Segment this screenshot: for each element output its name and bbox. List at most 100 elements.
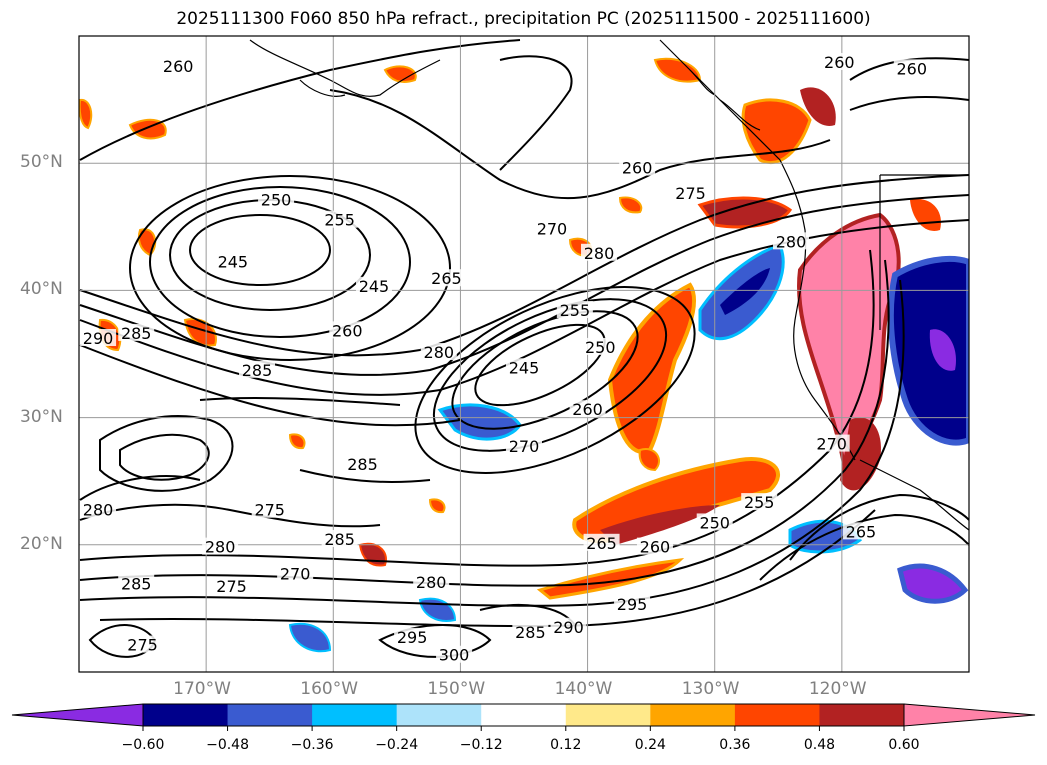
precipitation-shading bbox=[79, 57, 969, 653]
coastlines bbox=[249, 39, 969, 531]
contour-label-bg bbox=[893, 59, 930, 77]
contour-label-bg bbox=[251, 500, 288, 518]
contour-label-bg bbox=[512, 622, 549, 640]
contour-label: 255 bbox=[560, 301, 591, 320]
colorbar-segment bbox=[143, 704, 229, 726]
contour-label: 275 bbox=[127, 636, 158, 655]
contour-label: 285 bbox=[242, 361, 273, 380]
contour-label-bg bbox=[321, 210, 358, 228]
contour-label: 260 bbox=[622, 159, 653, 178]
contour-label-bg bbox=[80, 500, 117, 518]
contour-label-bg bbox=[773, 232, 809, 250]
contour-label-bg bbox=[506, 358, 542, 376]
colorbar-segment bbox=[312, 704, 398, 726]
contour-label: 285 bbox=[324, 530, 355, 549]
latitude-tick-label: 20°N bbox=[20, 533, 63, 554]
contour-label: 280 bbox=[776, 232, 807, 251]
contour-label: 275 bbox=[254, 501, 285, 520]
contour-label: 260 bbox=[897, 59, 928, 78]
longitude-tick-label: 120°W bbox=[808, 679, 867, 699]
contour-label: 270 bbox=[537, 220, 568, 239]
contour-label-bg bbox=[355, 276, 392, 294]
contour-label-bg bbox=[80, 329, 117, 347]
contour-label: 260 bbox=[640, 538, 671, 557]
contour-label: 270 bbox=[816, 435, 847, 454]
contour-label: 295 bbox=[397, 628, 428, 647]
colorbar-segment bbox=[650, 704, 736, 726]
colorbar-tick-label: −0.48 bbox=[206, 737, 249, 753]
contour-label: 270 bbox=[509, 437, 540, 456]
contour-label-bg bbox=[619, 158, 656, 176]
map-title: 2025111300 F060 850 hPa refract., precip… bbox=[176, 9, 871, 29]
colorbar-segment bbox=[396, 704, 482, 726]
colorbar-tick-label: −0.24 bbox=[375, 737, 419, 753]
longitude-tick-label: 170°W bbox=[173, 679, 231, 699]
contour-label-bg bbox=[636, 537, 673, 555]
contour-label-bg bbox=[436, 645, 473, 663]
contour-label: 265 bbox=[586, 534, 617, 553]
contour-label-bg bbox=[582, 337, 619, 355]
colorbar-segment bbox=[819, 704, 905, 726]
contour-label-bg bbox=[118, 323, 155, 341]
contour-label-bg bbox=[550, 617, 587, 635]
contour-label-bg bbox=[344, 454, 381, 472]
contour-label: 280 bbox=[83, 501, 114, 520]
colorbar-tick-label: −0.60 bbox=[121, 737, 165, 753]
contour-label: 265 bbox=[846, 522, 877, 541]
contour-label-bg bbox=[321, 529, 358, 547]
contour-label-bg bbox=[214, 252, 251, 270]
contour-label: 295 bbox=[617, 595, 648, 614]
colorbar-segment bbox=[227, 704, 313, 726]
colorbar-tick-label: 0.24 bbox=[634, 737, 666, 753]
contour-label: 250 bbox=[585, 338, 616, 357]
contour-label-bg bbox=[581, 243, 618, 261]
contour-label-bg bbox=[239, 360, 275, 378]
contour-label: 290 bbox=[553, 618, 584, 637]
contour-label-bg bbox=[741, 493, 778, 511]
contour-label: 285 bbox=[515, 623, 546, 642]
contour-label: 245 bbox=[218, 253, 249, 272]
contour-label-bg bbox=[202, 537, 239, 555]
colorbar-tick-label: 0.12 bbox=[550, 737, 582, 753]
contour-labels: 260 260 260 250 255 245 245 265 260 270 280 260 275 2… bbox=[80, 52, 930, 665]
contour-label: 255 bbox=[324, 211, 355, 230]
contour-label: 260 bbox=[163, 57, 194, 76]
contour-label-bg bbox=[842, 522, 879, 540]
contour-label: 285 bbox=[121, 575, 152, 594]
contour-label-bg bbox=[258, 190, 295, 208]
contour-label: 245 bbox=[359, 277, 390, 296]
contour-label: 250 bbox=[699, 513, 730, 532]
colorbar-tick-label: 0.36 bbox=[719, 737, 751, 753]
contour-label-bg bbox=[213, 577, 250, 595]
contour-label-bg bbox=[413, 573, 450, 591]
colorbar-segment bbox=[734, 704, 820, 726]
contour-label-bg bbox=[583, 533, 620, 551]
contour-label-bg bbox=[569, 400, 606, 418]
contour-label: 260 bbox=[824, 53, 855, 72]
contour-label: 270 bbox=[280, 564, 311, 583]
colorbar-tick-label: −0.36 bbox=[290, 737, 334, 753]
longitude-tick-label: 130°W bbox=[681, 679, 740, 699]
colorbar-extend-high bbox=[903, 703, 1036, 727]
refractivity-precip-map: 260 260 260 250 255 245 245 265 260 270 280 260 275 2… bbox=[78, 35, 970, 673]
contour-label-bg bbox=[277, 564, 314, 582]
colorbar-tick-label: 0.60 bbox=[888, 737, 920, 753]
contour-label-bg bbox=[506, 437, 542, 455]
contour-label: 290 bbox=[83, 329, 114, 348]
contour-label-bg bbox=[124, 635, 161, 653]
contour-label-bg bbox=[118, 574, 155, 592]
contour-label-bg bbox=[533, 219, 570, 237]
latitude-tick-label: 30°N bbox=[20, 406, 63, 427]
contour-label: 250 bbox=[261, 190, 292, 209]
colorbar-frame bbox=[142, 703, 905, 727]
longitude-tick-label: 160°W bbox=[300, 679, 359, 699]
contour-label: 260 bbox=[572, 400, 603, 419]
map-frame bbox=[78, 35, 970, 673]
contour-label: 275 bbox=[675, 184, 706, 203]
latitude-tick-label: 50°N bbox=[20, 152, 63, 173]
contour-label-bg bbox=[394, 627, 431, 645]
contour-label: 300 bbox=[439, 646, 470, 665]
colorbar-segment bbox=[481, 704, 567, 726]
colorbar-extend-low bbox=[11, 703, 144, 727]
contour-label: 280 bbox=[584, 244, 615, 263]
